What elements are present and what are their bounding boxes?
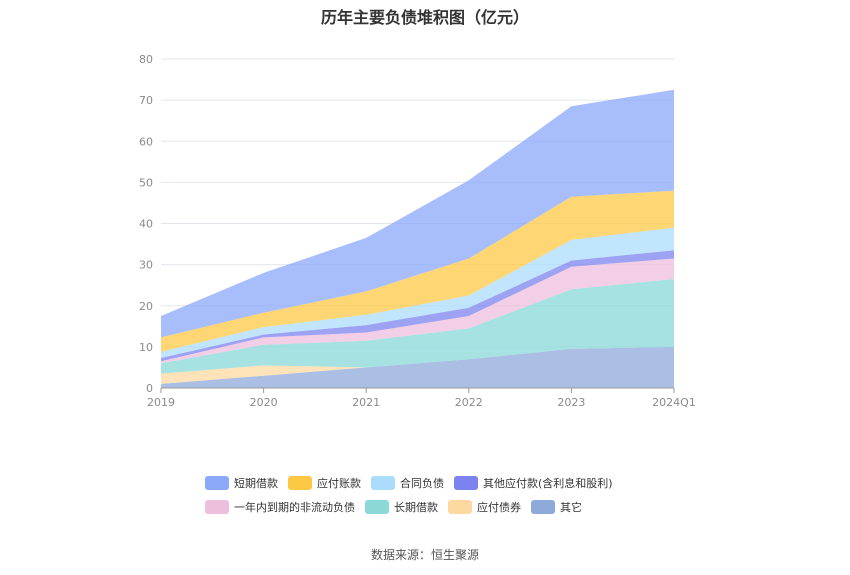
axis-layer: 0 10 20 30 40 50 60 70 80 2019 2020 2021 2022 2023 202…	[139, 53, 696, 409]
area-layer	[161, 89, 674, 388]
legend-item[interactable]: 其他应付款(含利息和股利)	[454, 475, 613, 491]
area-series	[161, 227, 674, 358]
y-tick-label: 80	[139, 53, 153, 66]
area-series	[161, 258, 674, 364]
legend-row: 短期借款 应付账款 合同负债 其他应付款(含利息和股利)	[205, 471, 685, 495]
legend-swatch	[365, 500, 389, 514]
x-tick-label: 2020	[250, 396, 278, 409]
legend-label: 其他应付款(含利息和股利)	[483, 477, 613, 490]
legend-label: 短期借款	[234, 477, 278, 490]
legend-row: 一年内到期的非流动负债 长期借款 应付债券 其它	[205, 495, 685, 519]
area-series	[161, 346, 674, 388]
y-tick-label: 30	[139, 259, 153, 272]
legend-swatch	[371, 476, 395, 490]
legend-item[interactable]: 短期借款	[205, 475, 278, 491]
x-tick-label: 2021	[352, 396, 380, 409]
x-tick-label: 2022	[455, 396, 483, 409]
x-tick-label: 2023	[557, 396, 585, 409]
legend-label: 应付账款	[317, 477, 361, 490]
y-tick-label: 50	[139, 176, 153, 189]
legend-label: 一年内到期的非流动负债	[234, 501, 355, 514]
legend-swatch	[288, 476, 312, 490]
area-series	[161, 89, 674, 338]
area-series	[161, 279, 674, 374]
y-tick-label: 20	[139, 300, 153, 313]
legend-label: 长期借款	[394, 501, 438, 514]
area-series	[161, 190, 674, 352]
legend-item[interactable]: 合同负债	[371, 475, 444, 491]
legend-label: 应付债券	[477, 501, 521, 514]
chart-title: 历年主要负债堆积图（亿元）	[320, 8, 529, 27]
legend-item[interactable]: 长期借款	[365, 499, 438, 515]
y-tick-label: 40	[139, 218, 153, 231]
y-tick-label: 0	[146, 382, 153, 395]
legend-item[interactable]: 其它	[531, 499, 582, 515]
legend-swatch	[448, 500, 472, 514]
legend-swatch	[205, 476, 229, 490]
legend-item[interactable]: 一年内到期的非流动负债	[205, 499, 355, 515]
legend-swatch	[531, 500, 555, 514]
legend-swatch	[205, 500, 229, 514]
legend-swatch	[454, 476, 478, 490]
legend-item[interactable]: 应付账款	[288, 475, 361, 491]
y-tick-label: 60	[139, 135, 153, 148]
y-tick-label: 70	[139, 94, 153, 107]
legend-label: 其它	[560, 501, 582, 514]
legend: 短期借款 应付账款 合同负债 其他应付款(含利息和股利) 一年内到期的非流动负债 长期借…	[205, 471, 685, 519]
x-tick-label: 2024Q1	[652, 396, 696, 409]
legend-item[interactable]: 应付债券	[448, 499, 521, 515]
y-tick-label: 10	[139, 341, 153, 354]
x-tick-label: 2019	[147, 396, 175, 409]
legend-label: 合同负债	[400, 477, 444, 490]
source-note: 数据来源：恒生聚源	[370, 548, 479, 562]
area-series	[161, 250, 674, 362]
